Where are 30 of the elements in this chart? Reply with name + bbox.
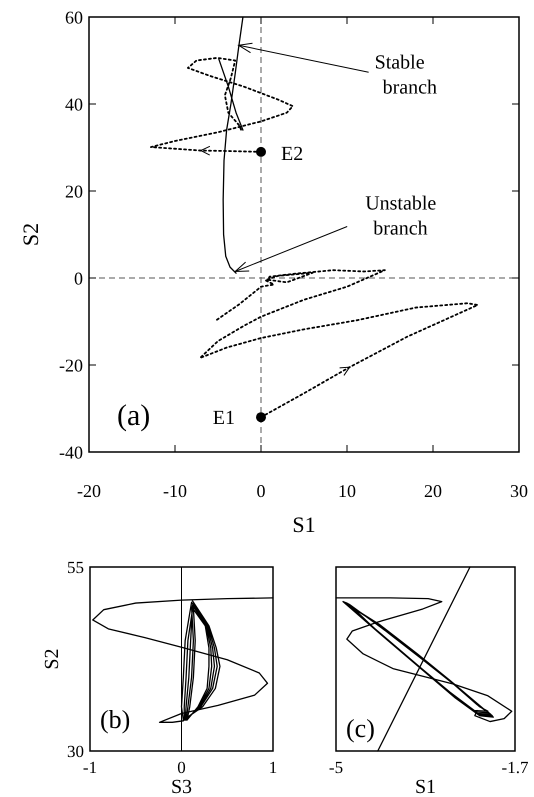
x-tick-label: -1 [82, 758, 98, 777]
annotation: (a) [117, 399, 150, 432]
x-axis-title: S3 [170, 776, 192, 797]
y-axis-title: S2 [41, 648, 63, 670]
y-tick-label: 20 [65, 181, 83, 202]
annotation: Unstable branch [365, 192, 436, 240]
x-tick-label: -10 [163, 481, 187, 501]
x-tick-label: -1.7 [502, 758, 529, 777]
x-tick-label: 20 [424, 481, 442, 501]
y-tick-label: 0 [74, 268, 83, 288]
y-tick-label: 30 [67, 742, 84, 761]
y-tick-label: 40 [65, 94, 83, 114]
annotation: E1 [212, 407, 235, 430]
x-tick-label: -5 [328, 758, 344, 777]
annotation: Stable branch [374, 51, 438, 98]
y-tick-label: -40 [59, 442, 83, 462]
x-tick-label: 0 [256, 481, 266, 501]
x-tick-label: 0 [177, 758, 186, 777]
annotation: (c) [346, 714, 375, 743]
x-axis-title: S1 [414, 776, 436, 797]
x-axis-title: S1 [292, 512, 316, 537]
y-tick-label: 60 [65, 7, 83, 28]
x-tick-label: 30 [510, 481, 528, 501]
x-tick-label: 1 [268, 758, 278, 777]
x-tick-label: 10 [338, 481, 356, 501]
annotation: E2 [281, 142, 304, 165]
y-tick-label: -20 [59, 355, 83, 376]
annotation: (b) [100, 705, 130, 734]
y-axis-title: S2 [18, 222, 43, 246]
y-tick-label: 55 [67, 558, 84, 577]
